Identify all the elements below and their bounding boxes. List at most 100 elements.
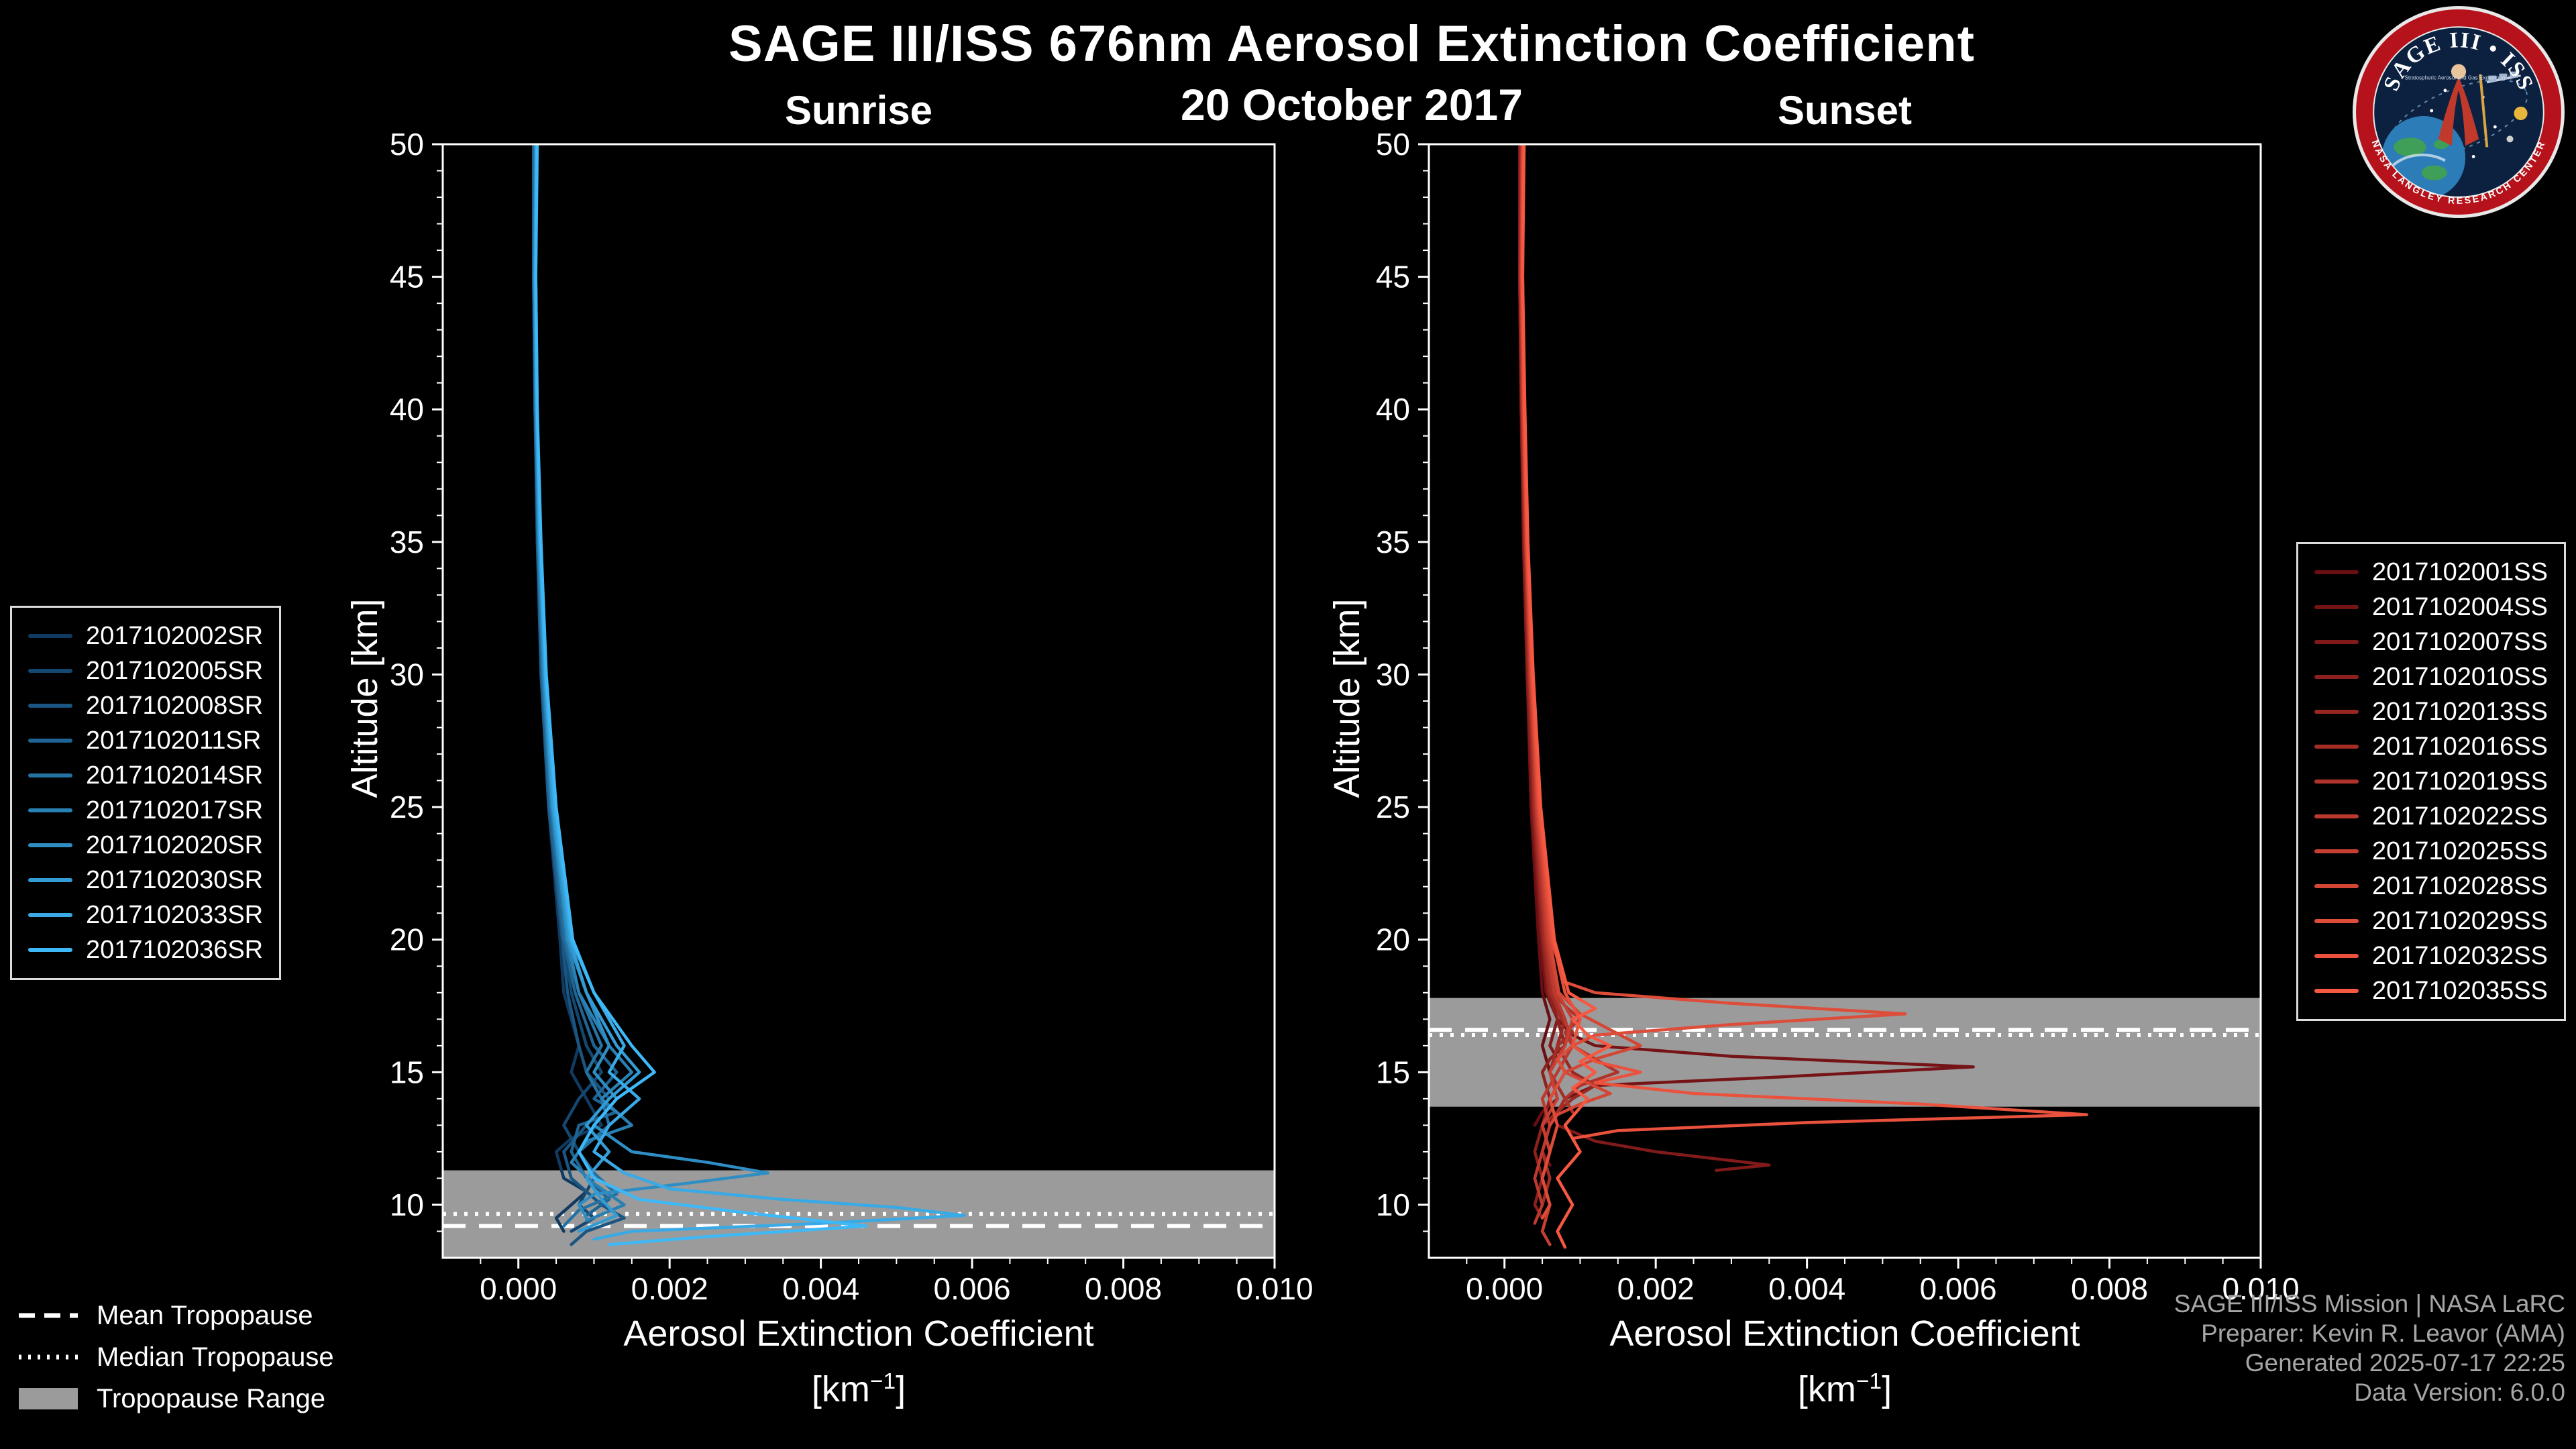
moon-icon [2506,136,2514,143]
legend-label: 2017102013SS [2371,697,2548,726]
unit-open: [km [811,1369,870,1409]
legend-item: 2017102007SS [2314,625,2548,659]
attribution-generated: Generated 2025-07-17 22:25 [2245,1349,2565,1377]
sunrise-plot-area: 10 15 20 25 30 35 40 45 50 0.000 0.002 0.004 0.006 0.… [390,127,1313,1306]
legend-item: 2017102020SR [28,828,263,863]
legend-label: 2017102010SS [2371,662,2548,691]
earth-land [2421,165,2447,180]
profile-line-2017102028SS [1520,144,1642,1127]
unit-open: [km [1797,1369,1856,1409]
legend-color-line [28,634,72,638]
y-tick-label: 35 [1376,525,1410,559]
tropopause-range-label: Tropopause Range [97,1383,325,1413]
star-icon [2443,89,2447,93]
legend-label: 2017102035SS [2371,976,2548,1005]
y-tick-label: 10 [1376,1187,1410,1222]
legend-item: 2017102036SR [28,932,263,967]
x-axis-label-text: Aerosol Extinction Coefficient [623,1313,1094,1354]
y-tick-label: 50 [1376,127,1410,162]
tropopause-range-patch-sample [19,1388,78,1409]
star-icon [2430,109,2434,113]
legend-color-line [2314,884,2359,888]
legend-color-line [2314,710,2359,714]
legend-item: 2017102013SS [2314,694,2548,729]
legend-color-line [28,913,72,917]
legend-color-line [2314,780,2359,784]
legend-item: 2017102010SS [2314,659,2548,694]
mean-tropopause-legend-item: Mean Tropopause [17,1295,334,1336]
orbit-line-icon [2389,79,2528,158]
sunset-plot-area: 10 15 20 25 30 35 40 45 50 0.000 0.002 0.004 0.006 0.… [1376,127,2300,1306]
y-tick-label: 20 [1376,922,1410,957]
sunset-legend: 2017102001SS 2017102004SS 2017102007SS 2017… [2296,542,2566,1021]
legend-color-line [2314,954,2359,958]
legend-color-line [2314,989,2359,993]
legend-label: 2017102011SR [86,726,262,755]
legend-color-line [28,808,72,812]
sunset-chart: 10 15 20 25 30 35 40 45 50 0.000 0.002 0.004 0.006 0.… [1376,127,2300,1306]
y-tick-label: 10 [390,1187,424,1222]
legend-label: 2017102030SR [86,865,264,894]
legend-label: 2017102007SS [2371,627,2548,656]
legend-label: 2017102016SS [2371,732,2548,761]
legend-color-line [2314,675,2359,679]
sun-icon [2514,106,2528,121]
sunrise-y-axis-label: Altitude [km] [345,598,385,798]
tropopause-range-band [443,1170,1275,1258]
legend-item: 2017102035SS [2314,973,2548,1008]
legend-label: 2017102025SS [2371,837,2548,865]
legend-item: 2017102032SS [2314,938,2548,973]
legend-color-line [28,704,72,708]
legend-label: 2017102001SS [2371,557,2548,586]
legend-color-line [2314,745,2359,749]
legend-color-line [28,739,72,743]
y-tick-label: 30 [1376,657,1410,692]
logo-subtitle: Stratospheric Aerosol and Gas Experiment… [2404,75,2512,81]
median-tropopause-line-sample [19,1354,78,1360]
x-tick-label: 0.000 [1466,1271,1543,1306]
y-tick-label: 25 [1376,790,1410,824]
legend-label: 2017102020SR [86,830,264,859]
x-tick-label: 0.000 [480,1271,557,1306]
y-tick-label: 30 [390,657,424,692]
unit-close: ] [896,1369,906,1409]
sunrise-chart: 10 15 20 25 30 35 40 45 50 0.000 0.002 0.004 0.006 0.… [390,127,1313,1306]
median-tropopause-legend-item: Median Tropopause [17,1336,334,1378]
sage-iss-logo-graphic: SAGE III • ISS Stratospheric Aerosol and… [2353,6,2565,218]
y-tick-label: 45 [390,260,424,294]
legend-label: 2017102036SR [86,935,264,964]
figure-date: 20 October 2017 [1181,80,1523,129]
legend-color-line [28,843,72,847]
legend-item: 2017102033SR [28,898,263,932]
sage-iss-logo: SAGE III • ISS Stratospheric Aerosol and… [2351,4,2567,220]
legend-item: 2017102004SS [2314,590,2548,625]
legend-label: 2017102002SR [86,621,264,650]
profile-line-2017102035SS [1521,144,1612,1249]
legend-item: 2017102001SS [2314,555,2548,590]
legend-item: 2017102019SS [2314,764,2548,799]
profile-line-2017102019SS [1519,144,1620,1114]
tick-marks [432,143,1276,1269]
y-tick-label: 40 [1376,392,1410,427]
legend-color-line [28,948,72,952]
legend-label: 2017102017SR [86,796,264,824]
legend-color-line [2314,570,2359,574]
plot-border [441,143,1276,1259]
x-tick-label: 0.010 [1236,1271,1313,1306]
x-tick-label: 0.002 [1617,1271,1695,1306]
tropopause-range-legend-item: Tropopause Range [17,1378,334,1419]
legend-color-line [2314,640,2359,644]
unit-exponent: −1 [869,1369,896,1394]
y-tick-label: 15 [1376,1055,1410,1089]
star-icon [2493,125,2497,129]
sunrise-panel-title: Sunrise [784,88,933,133]
figure-title: SAGE III/ISS 676nm Aerosol Extinction Co… [729,15,1975,72]
tick-marks [1418,143,2262,1269]
legend-item: 2017102011SR [28,723,263,758]
x-axis-label-units: [km−1] [1429,1358,2261,1413]
legend-item: 2017102008SR [28,688,263,723]
mean-tropopause-label: Mean Tropopause [97,1300,313,1330]
legend-color-line [2314,605,2359,609]
x-tick-label: 0.006 [1920,1271,1997,1306]
attribution-data-version: Data Version: 6.0.0 [2354,1379,2565,1406]
